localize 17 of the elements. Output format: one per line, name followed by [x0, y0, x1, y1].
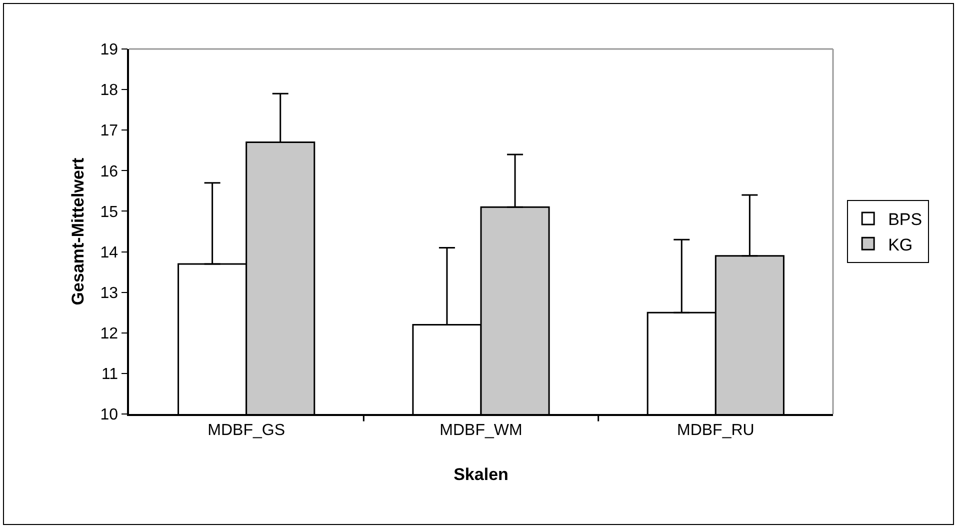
y-tick-label: 14: [100, 244, 118, 262]
y-tick-label: 12: [100, 325, 118, 342]
y-tick-label: 18: [100, 82, 118, 100]
y-axis-title: Gesamt-Mittelwert: [68, 157, 88, 306]
x-tick-label: MDBF_WM: [440, 422, 522, 439]
y-tick-label: 10: [100, 406, 118, 424]
y-tick-label: 19: [100, 42, 118, 59]
y-tick-label: 13: [100, 284, 118, 302]
x-axis-title: Skalen: [454, 464, 508, 484]
x-tick-label: MDBF_RU: [677, 422, 754, 439]
y-tick-label: 16: [100, 163, 118, 180]
y-tick-label: 17: [100, 122, 118, 140]
x-tick-label: MDBF_GS: [208, 422, 285, 439]
y-tick-label: 11: [101, 366, 118, 384]
y-tick-label: 15: [100, 204, 118, 221]
legend-label: BPS: [888, 210, 922, 230]
legend-label: KG: [888, 235, 913, 254]
